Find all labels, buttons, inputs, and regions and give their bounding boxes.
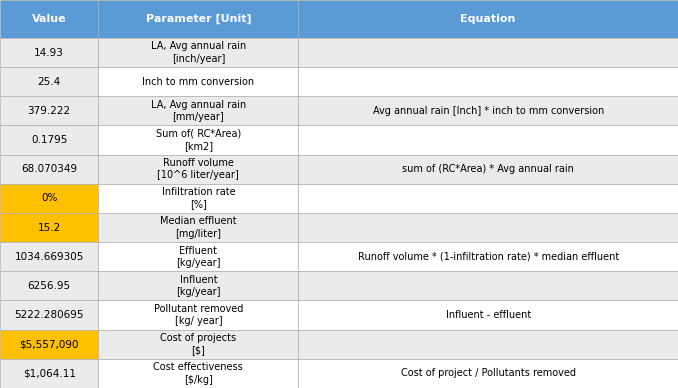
Text: 25.4: 25.4 xyxy=(37,77,61,87)
Bar xyxy=(298,184,678,213)
Text: Equation: Equation xyxy=(460,14,516,24)
Bar xyxy=(0,300,98,330)
Bar xyxy=(298,125,678,154)
Bar xyxy=(0,184,98,213)
Bar xyxy=(298,213,678,242)
Bar xyxy=(98,184,298,213)
Bar xyxy=(98,125,298,154)
Text: $1,064.11: $1,064.11 xyxy=(22,369,76,378)
Text: Inch to mm conversion: Inch to mm conversion xyxy=(142,77,254,87)
Text: 5222.280695: 5222.280695 xyxy=(14,310,84,320)
Text: $5,557,090: $5,557,090 xyxy=(20,339,79,349)
Bar xyxy=(98,359,298,388)
Text: Median effluent
[mg/liter]: Median effluent [mg/liter] xyxy=(160,217,237,239)
Text: Influent
[kg/year]: Influent [kg/year] xyxy=(176,275,220,297)
Text: Runoff volume * (1-infiltration rate) * median effluent: Runoff volume * (1-infiltration rate) * … xyxy=(357,252,619,262)
Text: Pollutant removed
[kg/ year]: Pollutant removed [kg/ year] xyxy=(154,304,243,326)
Bar xyxy=(98,67,298,96)
Text: LA, Avg annual rain
[mm/year]: LA, Avg annual rain [mm/year] xyxy=(151,100,246,122)
Bar xyxy=(0,0,98,38)
Bar xyxy=(0,213,98,242)
Bar xyxy=(0,330,98,359)
Bar xyxy=(298,96,678,125)
Text: Value: Value xyxy=(32,14,66,24)
Bar xyxy=(298,38,678,67)
Text: Avg annual rain [Inch] * inch to mm conversion: Avg annual rain [Inch] * inch to mm conv… xyxy=(372,106,604,116)
Bar xyxy=(298,0,678,38)
Text: 14.93: 14.93 xyxy=(34,47,64,57)
Text: Cost effectiveness
[$/kg]: Cost effectiveness [$/kg] xyxy=(153,362,243,385)
Text: 0.1795: 0.1795 xyxy=(31,135,67,145)
Text: 1034.669305: 1034.669305 xyxy=(14,252,84,262)
Text: Runoff volume
[10^6 liter/year]: Runoff volume [10^6 liter/year] xyxy=(157,158,239,180)
Bar xyxy=(0,38,98,67)
Bar xyxy=(298,271,678,300)
Bar xyxy=(98,213,298,242)
Bar xyxy=(298,359,678,388)
Text: 15.2: 15.2 xyxy=(37,223,61,232)
Bar xyxy=(98,271,298,300)
Bar xyxy=(98,96,298,125)
Bar xyxy=(98,330,298,359)
Bar xyxy=(0,67,98,96)
Bar xyxy=(0,359,98,388)
Bar xyxy=(0,242,98,271)
Bar xyxy=(98,38,298,67)
Text: Cost of project / Pollutants removed: Cost of project / Pollutants removed xyxy=(401,369,576,378)
Bar xyxy=(0,154,98,184)
Bar xyxy=(298,242,678,271)
Text: Effluent
[kg/year]: Effluent [kg/year] xyxy=(176,246,220,268)
Bar xyxy=(98,300,298,330)
Bar xyxy=(0,125,98,154)
Text: Influent - effluent: Influent - effluent xyxy=(445,310,531,320)
Text: Sum of( RC*Area)
[km2]: Sum of( RC*Area) [km2] xyxy=(156,129,241,151)
Text: LA, Avg annual rain
[inch/year]: LA, Avg annual rain [inch/year] xyxy=(151,41,246,64)
Bar xyxy=(298,300,678,330)
Text: sum of (RC*Area) * Avg annual rain: sum of (RC*Area) * Avg annual rain xyxy=(402,164,574,174)
Text: Cost of projects
[$]: Cost of projects [$] xyxy=(160,333,237,355)
Bar xyxy=(298,154,678,184)
Text: Parameter [Unit]: Parameter [Unit] xyxy=(146,14,251,24)
Text: 68.070349: 68.070349 xyxy=(21,164,77,174)
Bar xyxy=(98,0,298,38)
Text: 379.222: 379.222 xyxy=(28,106,71,116)
Bar xyxy=(298,67,678,96)
Text: 0%: 0% xyxy=(41,193,58,203)
Text: Infiltration rate
[%]: Infiltration rate [%] xyxy=(161,187,235,210)
Bar xyxy=(98,242,298,271)
Bar xyxy=(0,271,98,300)
Bar xyxy=(0,96,98,125)
Bar xyxy=(98,154,298,184)
Bar xyxy=(298,330,678,359)
Text: 6256.95: 6256.95 xyxy=(28,281,71,291)
